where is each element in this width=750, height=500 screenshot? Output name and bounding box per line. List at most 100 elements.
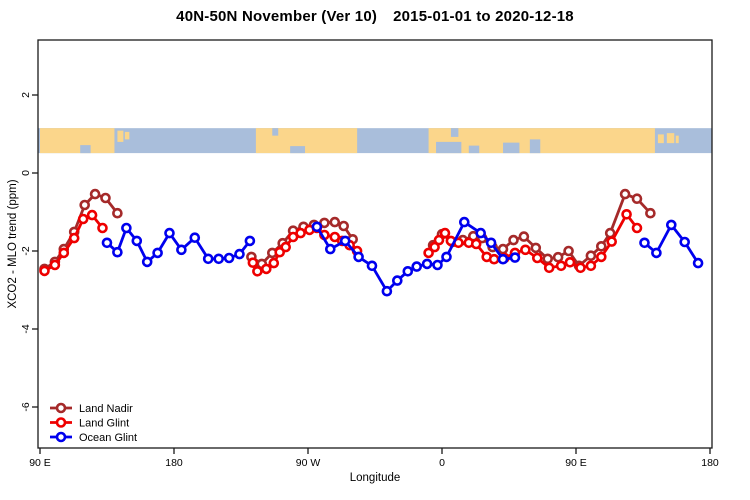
x-tick-label: 90 E bbox=[565, 457, 587, 469]
chart-title: 40N-50N November (Ver 10) 2015-01-01 to … bbox=[0, 8, 750, 25]
data-point bbox=[295, 227, 306, 239]
data-point bbox=[530, 242, 542, 254]
data-point bbox=[101, 237, 113, 249]
legend-item-ocean-glint: Ocean Glint bbox=[50, 431, 137, 444]
data-point bbox=[68, 232, 80, 244]
data-point bbox=[441, 251, 452, 263]
data-point bbox=[189, 232, 201, 243]
data-point bbox=[585, 260, 597, 272]
legend-label: Land Nadir bbox=[79, 403, 133, 415]
legend-marker bbox=[55, 431, 67, 443]
map-island bbox=[117, 130, 124, 142]
data-point bbox=[213, 253, 224, 265]
y-tick-label: 2 bbox=[20, 92, 32, 98]
chart-title-dates: 2015-01-01 to 2020-12-18 bbox=[393, 8, 574, 25]
data-point bbox=[585, 250, 597, 261]
data-point bbox=[381, 285, 393, 297]
data-point bbox=[485, 237, 497, 249]
map-land-segment bbox=[428, 128, 655, 154]
data-point bbox=[645, 207, 656, 219]
data-point bbox=[639, 237, 650, 249]
data-point bbox=[252, 265, 263, 277]
data-point bbox=[49, 259, 61, 271]
series-line bbox=[643, 223, 700, 265]
data-point bbox=[518, 231, 530, 242]
data-point bbox=[58, 247, 70, 259]
data-point bbox=[131, 235, 143, 247]
y-axis-label: XCO2 - MLO trend (ppm) bbox=[7, 179, 19, 309]
data-point bbox=[595, 251, 607, 263]
data-point bbox=[421, 258, 433, 270]
data-point bbox=[433, 234, 445, 246]
legend-label: Land Glint bbox=[79, 417, 129, 429]
y-axis: 2 0 -2 -4 -6 bbox=[20, 92, 38, 412]
y-tick-label: -2 bbox=[20, 246, 32, 255]
data-point bbox=[141, 256, 153, 268]
data-point bbox=[280, 241, 292, 253]
data-point bbox=[411, 261, 423, 272]
data-point bbox=[520, 244, 531, 256]
data-point bbox=[429, 241, 440, 253]
map-island bbox=[666, 133, 675, 144]
x-axis-label: Longitude bbox=[349, 472, 401, 484]
data-point bbox=[366, 260, 378, 272]
data-point bbox=[439, 227, 451, 239]
x-tick-label: 90 E bbox=[29, 457, 51, 469]
data-point bbox=[552, 251, 564, 263]
data-point bbox=[497, 243, 509, 255]
data-point bbox=[621, 209, 632, 220]
x-tick-label: 180 bbox=[701, 457, 719, 469]
data-point bbox=[234, 248, 245, 260]
data-point bbox=[247, 257, 259, 269]
data-point bbox=[121, 222, 132, 234]
data-point bbox=[509, 252, 521, 263]
data-point bbox=[423, 247, 434, 259]
data-point bbox=[531, 252, 543, 264]
map-island bbox=[124, 131, 130, 140]
data-point bbox=[497, 253, 509, 265]
data-point bbox=[543, 262, 555, 274]
data-point bbox=[692, 257, 704, 269]
map-ocean-notch bbox=[272, 128, 279, 136]
data-point bbox=[631, 193, 643, 204]
data-point bbox=[542, 253, 554, 265]
data-point bbox=[458, 216, 470, 228]
y-tick-label: -6 bbox=[20, 402, 32, 411]
map-land-segment bbox=[40, 128, 115, 154]
data-point bbox=[391, 275, 403, 286]
map-land-segment bbox=[255, 128, 358, 154]
data-point bbox=[152, 247, 163, 259]
x-axis: 90 E 180 90 W 0 90 E 180 bbox=[29, 448, 719, 469]
data-point bbox=[475, 227, 487, 239]
y-tick-label: -4 bbox=[20, 324, 32, 333]
data-point bbox=[606, 236, 618, 247]
map-ocean-notch bbox=[529, 139, 541, 154]
map-island bbox=[657, 134, 664, 144]
data-point bbox=[260, 263, 272, 275]
data-point bbox=[311, 221, 323, 233]
map-ocean-notch bbox=[468, 145, 480, 154]
data-point bbox=[223, 252, 235, 264]
data-point bbox=[555, 260, 567, 272]
data-point bbox=[97, 222, 108, 234]
data-point bbox=[432, 259, 443, 271]
legend-item-land-nadir: Land Nadir bbox=[50, 402, 133, 415]
legend-marker bbox=[55, 417, 67, 428]
data-point bbox=[604, 227, 616, 239]
data-point bbox=[402, 265, 414, 277]
series-land-nadir bbox=[39, 188, 656, 275]
data-point bbox=[86, 209, 98, 221]
data-point bbox=[100, 192, 111, 204]
map-ocean-notch bbox=[290, 146, 306, 154]
data-point bbox=[679, 236, 691, 248]
data-point bbox=[89, 188, 101, 200]
data-point bbox=[324, 243, 336, 255]
data-point bbox=[329, 216, 341, 228]
data-point bbox=[651, 247, 662, 259]
data-point bbox=[39, 265, 50, 277]
data-point bbox=[508, 234, 519, 246]
data-point bbox=[595, 241, 607, 252]
data-point bbox=[488, 253, 500, 265]
data-point bbox=[164, 227, 175, 239]
